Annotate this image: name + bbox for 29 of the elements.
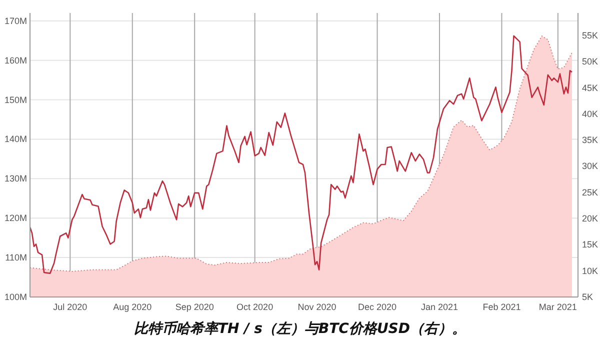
y2-tick-label: 20K — [582, 214, 598, 224]
y2-tick-label: 15K — [582, 240, 598, 250]
y2-tick-label: 10K — [582, 266, 598, 276]
y2-tick-label: 25K — [582, 187, 598, 198]
y2-tick-label: 30K — [582, 161, 598, 172]
y-tick-label: 100M — [4, 292, 27, 302]
x-tick-label: Nov 2020 — [298, 302, 336, 312]
x-tick-label: Sep 2020 — [175, 302, 214, 312]
y-tick-label: 150M — [4, 94, 27, 105]
text: 比特币哈希率TH / s（左）与BTC价格USD（右）。 — [134, 320, 466, 337]
y-tick-label: 160M — [4, 55, 27, 66]
y2-tick-label: 50K — [582, 56, 598, 67]
y2-tick-label: 40K — [582, 108, 598, 119]
y-tick-label: 110M — [5, 252, 27, 263]
y2-tick-label: 5K — [582, 292, 594, 302]
y-tick-label: 130M — [4, 174, 27, 184]
y-tick-label: 120M — [4, 213, 27, 224]
x-tick-label: Dec 2020 — [358, 302, 397, 312]
y2-tick-label: 55K — [582, 30, 598, 40]
y2-tick-label: 35K — [582, 135, 598, 146]
x-tick-label: Aug 2020 — [113, 302, 152, 312]
x-tick-label: Jul 2020 — [53, 302, 88, 312]
y2-tick-label: 45K — [582, 82, 598, 93]
x-tick-label: Mar 2021 — [538, 302, 577, 312]
x-tick-label: Jan 2021 — [420, 302, 458, 312]
x-tick-label: Feb 2021 — [482, 302, 521, 312]
y-tick-label: 140M — [4, 134, 27, 144]
y-tick-label: 170M — [4, 16, 27, 26]
x-tick-label: Oct 2020 — [236, 302, 274, 312]
